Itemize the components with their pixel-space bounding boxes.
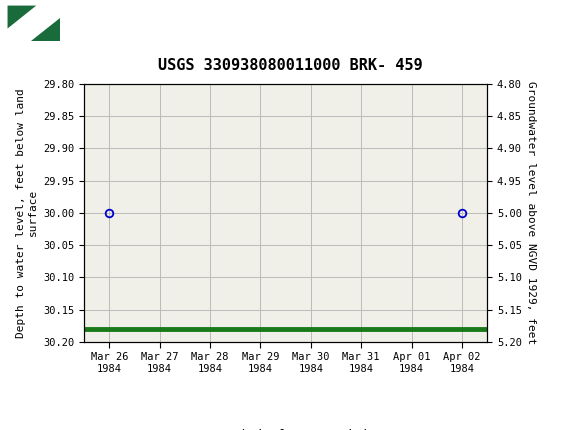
Y-axis label: Groundwater level above NGVD 1929, feet: Groundwater level above NGVD 1929, feet: [526, 81, 536, 344]
Polygon shape: [8, 6, 36, 28]
Y-axis label: Depth to water level, feet below land
surface: Depth to water level, feet below land su…: [16, 88, 38, 338]
FancyBboxPatch shape: [8, 6, 60, 41]
Text: USGS: USGS: [68, 14, 124, 32]
Legend: Period of approved data: Period of approved data: [177, 424, 394, 430]
Text: USGS 330938080011000 BRK- 459: USGS 330938080011000 BRK- 459: [158, 58, 422, 73]
Polygon shape: [31, 18, 60, 41]
